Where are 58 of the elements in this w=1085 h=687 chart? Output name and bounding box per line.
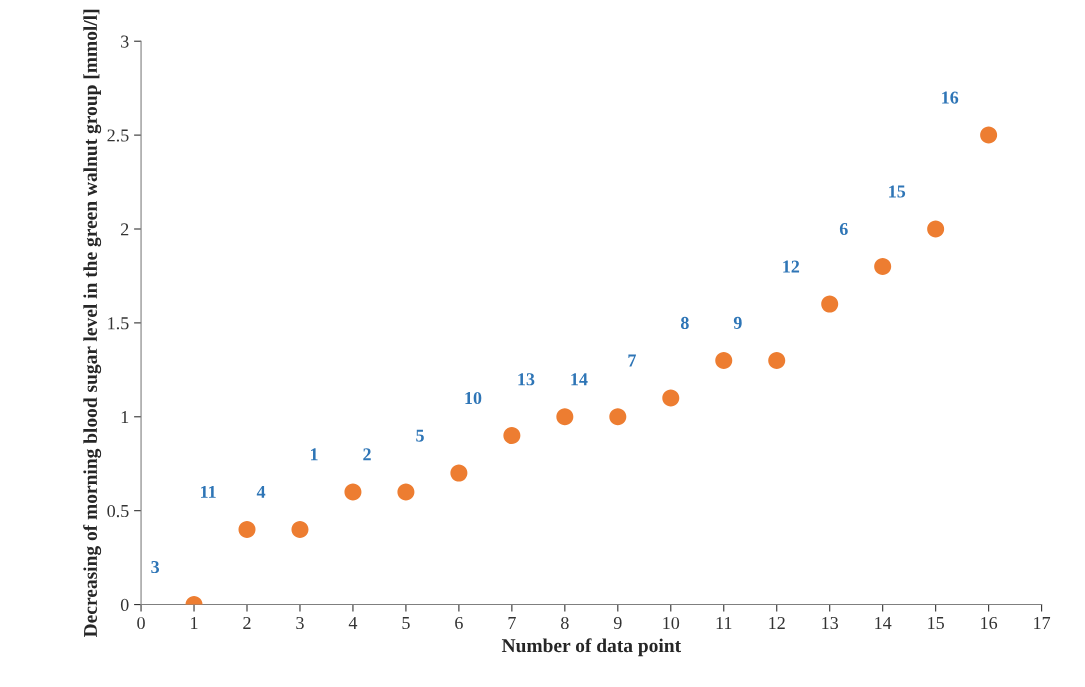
y-tick-label: 2.5 (107, 129, 129, 142)
point (609, 408, 627, 426)
y-tick-label: 3 (121, 35, 129, 48)
y-tick-label: 1 (121, 411, 129, 424)
y-tick-label: 1.5 (108, 317, 129, 330)
x-tick-label: 9 (613, 616, 622, 630)
x-tick-label: 12 (769, 616, 785, 629)
annotation: 3 (151, 560, 160, 574)
point (556, 408, 574, 426)
annotation: 10 (465, 391, 482, 405)
annotation: 13 (518, 373, 535, 386)
x-tick-label: 5 (402, 617, 410, 630)
y-tick-label: 2 (121, 223, 129, 236)
x-tick-label: 7 (508, 617, 516, 629)
y-tick-label: 0.5 (107, 504, 129, 518)
annotation: 16 (942, 91, 959, 104)
y-axis-title: Decreasing of morning blood sugar level in the green walnut group [mmol/l] (83, 9, 102, 638)
x-tick-label: 14 (875, 616, 892, 629)
annotation: 8 (680, 316, 689, 329)
annotation: 2 (363, 448, 371, 461)
annotation: 15 (889, 185, 906, 198)
x-tick-label: 1 (191, 616, 198, 629)
point (662, 389, 680, 407)
x-tick-label: 4 (348, 617, 358, 629)
annotation: 5 (416, 429, 424, 442)
point (768, 351, 786, 369)
annotation: 11 (201, 485, 216, 498)
point (927, 220, 945, 238)
point (874, 258, 892, 276)
point (821, 295, 839, 313)
point (397, 483, 415, 501)
x-tick-label: 0 (137, 616, 145, 630)
x-tick-label: 10 (663, 616, 680, 630)
point (344, 483, 362, 501)
annotation: 1 (310, 448, 318, 461)
point (450, 464, 468, 482)
x-tick-label: 13 (822, 616, 839, 630)
point (503, 427, 521, 445)
annotation: 14 (571, 373, 588, 386)
x-tick-label: 16 (981, 616, 998, 630)
point (980, 126, 998, 144)
x-tick-label: 6 (455, 616, 463, 630)
x-tick-label: 2 (243, 616, 251, 629)
annotation: 7 (628, 354, 636, 367)
point (291, 520, 309, 538)
y-tick-label: 0 (120, 598, 129, 611)
x-tick-label: 3 (296, 616, 304, 630)
x-tick-label: 15 (928, 616, 944, 630)
annotation: 4 (256, 485, 266, 498)
x-tick-label: 8 (561, 616, 569, 630)
annotation: 6 (839, 222, 848, 236)
x-tick-label: 11 (716, 616, 732, 629)
annotation: 12 (783, 260, 800, 273)
annotation: 9 (733, 316, 742, 329)
x-tick-label: 17 (1034, 616, 1051, 629)
x-axis-title: Number of data point (501, 638, 682, 657)
point (715, 351, 733, 369)
point (238, 520, 256, 538)
